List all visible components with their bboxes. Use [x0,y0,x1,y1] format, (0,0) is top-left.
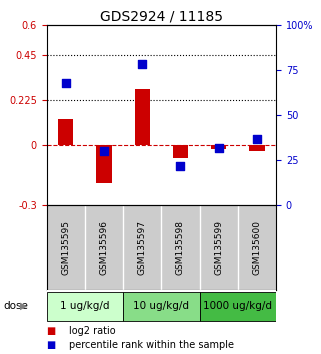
Bar [123,292,200,321]
Point [216,145,221,150]
Bar [173,145,188,158]
Text: GSM135599: GSM135599 [214,220,223,275]
Text: ▶: ▶ [20,301,28,311]
Text: ■: ■ [47,340,56,350]
Text: 1 ug/kg/d: 1 ug/kg/d [60,301,109,311]
Text: 1000 ug/kg/d: 1000 ug/kg/d [203,301,272,311]
Text: GSM135596: GSM135596 [100,220,108,275]
Bar [134,89,150,145]
Bar [200,292,276,321]
Text: dose: dose [3,301,28,311]
Bar [211,145,226,149]
Point [254,136,259,141]
Point [101,148,107,154]
Bar [47,292,123,321]
Text: log2 ratio: log2 ratio [69,326,116,336]
Text: 10 ug/kg/d: 10 ug/kg/d [133,301,189,311]
Text: ■: ■ [47,326,56,336]
Bar [58,119,73,145]
Point [178,163,183,169]
Text: GSM135600: GSM135600 [252,220,261,275]
Bar [96,145,112,183]
Text: GSM135598: GSM135598 [176,220,185,275]
Text: percentile rank within the sample: percentile rank within the sample [69,340,234,350]
Text: GSM135595: GSM135595 [61,220,70,275]
Title: GDS2924 / 11185: GDS2924 / 11185 [100,10,223,24]
Text: GSM135597: GSM135597 [138,220,147,275]
Point [63,80,68,85]
Point [140,62,145,67]
Bar [249,145,265,151]
